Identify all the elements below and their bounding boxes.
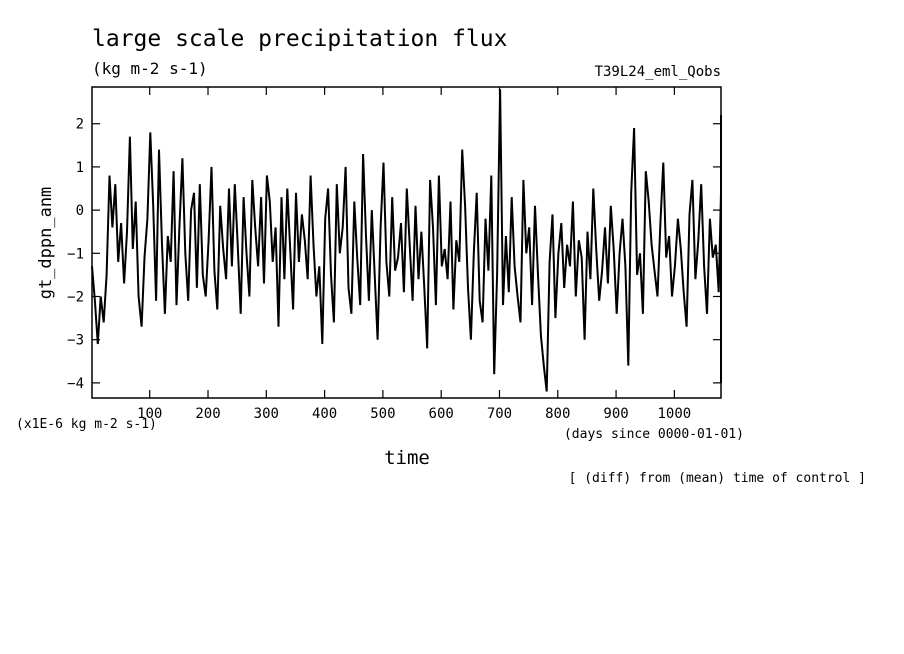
x-tick-label: 800 (545, 406, 570, 422)
y-tick-label: −3 (67, 333, 84, 349)
run-label: T39L24_eml_Qobs (595, 64, 721, 80)
chart-title: large scale precipitation flux (92, 26, 507, 52)
x-tick-label: 100 (137, 406, 162, 422)
x-tick-label: 200 (195, 406, 220, 422)
x-tick-label: 400 (312, 406, 337, 422)
y-axis-label: gt_dppn_anm (36, 187, 56, 300)
x-axis-ticks: 100 200 300 400 500 600 700 800 900 1000 (137, 87, 691, 422)
x-tick-label: 500 (370, 406, 395, 422)
series-line (91, 89, 722, 392)
footnote: [ (diff) from (mean) time of control ] (569, 471, 866, 486)
x-tick-label: 300 (254, 406, 279, 422)
y-tick-label: −1 (67, 246, 84, 262)
x-tick-label: 700 (487, 406, 512, 422)
y-tick-label: −4 (67, 376, 84, 392)
plot-frame (91, 86, 722, 399)
y-scale-note: (x1E-6 kg m-2 s-1) (16, 417, 157, 432)
x-axis-label: time (384, 447, 430, 469)
x-units-note: (days since 0000-01-01) (564, 427, 744, 442)
x-tick-label: 1000 (658, 406, 692, 422)
y-tick-label: 1 (76, 160, 84, 176)
x-tick-label: 600 (429, 406, 454, 422)
chart-units: (kg m-2 s-1) (92, 59, 208, 78)
plot-area: 210−1−2−3−4 100 200 300 400 500 600 700 800 900 1… (67, 86, 722, 422)
y-tick-label: −2 (67, 289, 84, 305)
y-tick-label: 0 (76, 203, 84, 219)
y-axis-ticks: 2 1 0 −1 −2 −3 −4 (67, 117, 721, 392)
y-tick-label: 2 (76, 117, 84, 133)
x-tick-label: 900 (603, 406, 628, 422)
